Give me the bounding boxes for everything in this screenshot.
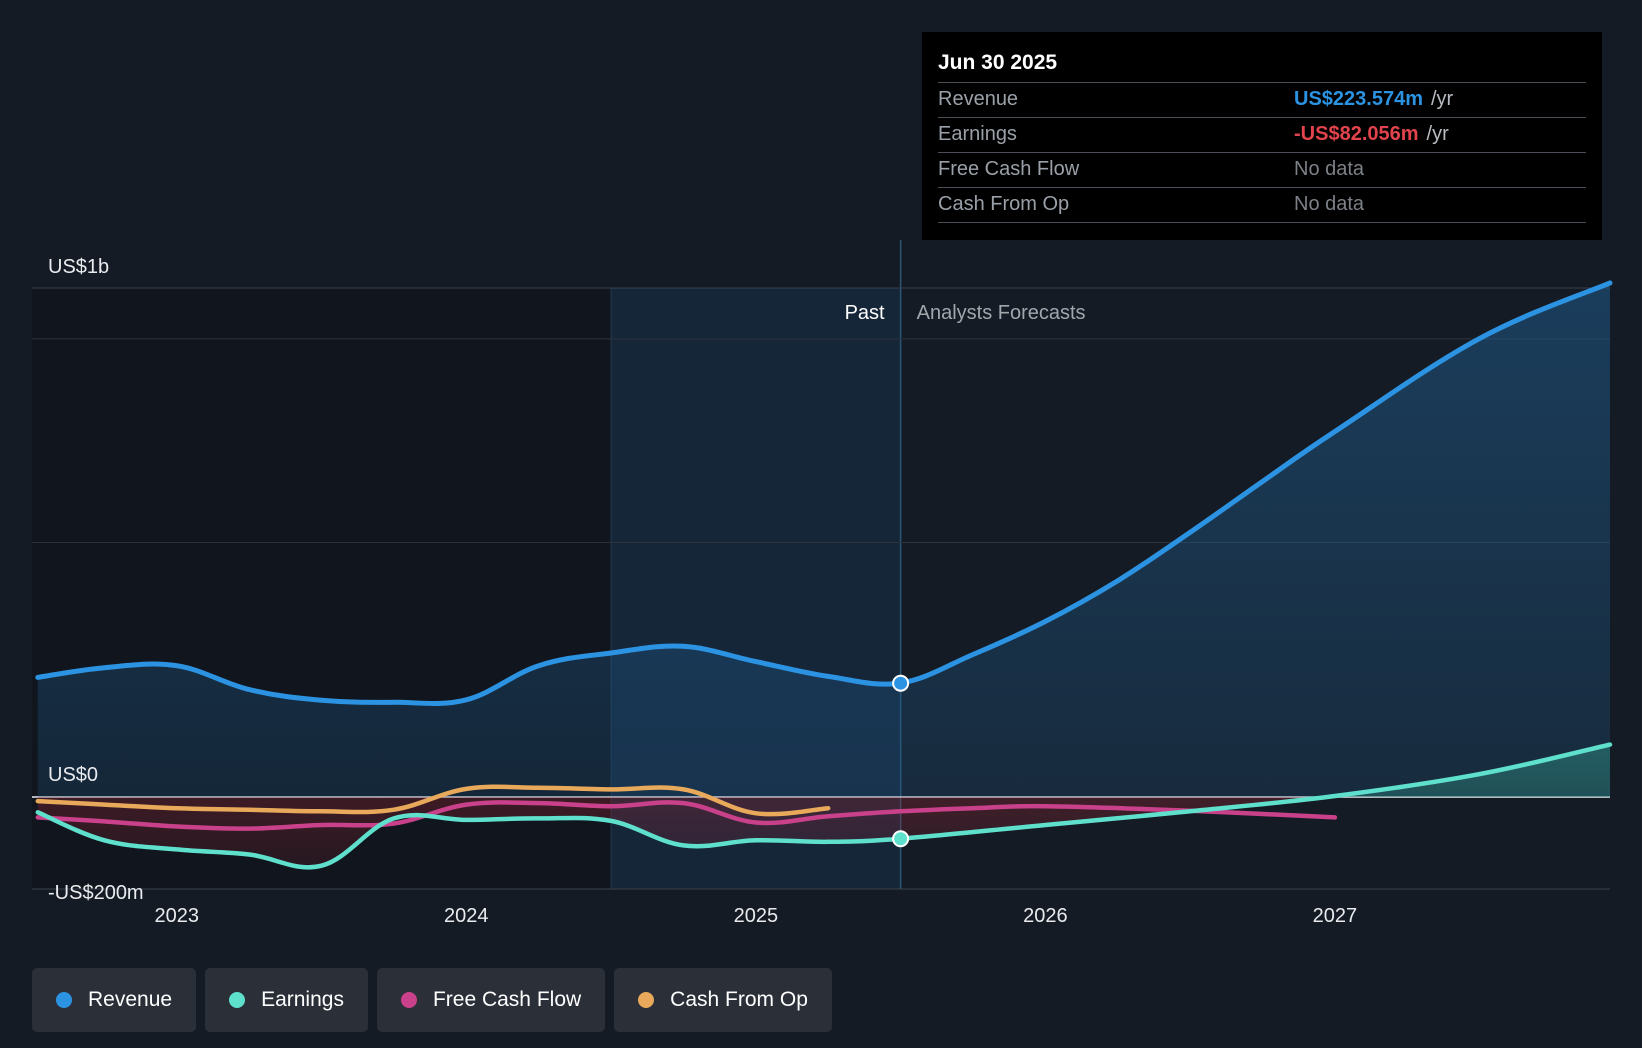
cash-from-op-line bbox=[35, 784, 831, 817]
tooltip-label: Cash From Op bbox=[938, 193, 1070, 215]
tooltip-row-revenue: Revenue US$223.574m /yr bbox=[938, 83, 1586, 118]
tooltip-row-free-cash-flow: Free Cash Flow No data bbox=[938, 153, 1586, 188]
y-axis-label: US$0 bbox=[48, 764, 98, 786]
earnings-line bbox=[35, 742, 1613, 870]
tooltip-value: No data bbox=[1294, 193, 1365, 215]
x-tick-label: 2024 bbox=[444, 905, 489, 927]
y-axis-label: US$1b bbox=[48, 256, 109, 278]
legend-item-free-cash-flow[interactable]: Free Cash Flow bbox=[376, 968, 606, 1032]
revenue-highlight-point bbox=[892, 674, 910, 692]
tooltip-label: Earnings bbox=[938, 123, 1017, 145]
legend-label: Free Cash Flow bbox=[432, 988, 582, 1011]
free-cash-flow-line bbox=[35, 800, 1338, 831]
legend-label: Cash From Op bbox=[670, 988, 808, 1011]
earnings-highlight-point bbox=[892, 830, 910, 848]
x-tick-label: 2026 bbox=[1023, 905, 1068, 927]
earnings-positive-area bbox=[37, 744, 1610, 797]
tooltip-row-earnings: Earnings -US$82.056m /yr bbox=[938, 118, 1586, 153]
legend-item-cash-from-op[interactable]: Cash From Op bbox=[614, 968, 832, 1032]
tooltip-label: Free Cash Flow bbox=[938, 158, 1080, 180]
x-tick-label: 2027 bbox=[1313, 905, 1358, 927]
tooltip-unit: /yr bbox=[1426, 123, 1449, 145]
revenue-dot-icon bbox=[56, 992, 72, 1008]
tooltip-unit: /yr bbox=[1430, 88, 1454, 110]
legend-item-earnings[interactable]: Earnings bbox=[205, 968, 368, 1032]
free-cash-flow-dot-icon bbox=[400, 992, 417, 1008]
earnings-dot-icon bbox=[229, 992, 246, 1008]
tooltip-row-cash-from-op: Cash From Op No data bbox=[938, 188, 1586, 223]
legend-label: Revenue bbox=[88, 988, 173, 1011]
forecast-label: Analysts Forecasts bbox=[917, 302, 1086, 324]
past-label: Past bbox=[845, 302, 885, 324]
tooltip-date: Jun 30 2025 bbox=[938, 46, 1586, 83]
tooltip-value: -US$82.056m bbox=[1294, 123, 1419, 145]
tooltip-value: US$223.574m bbox=[1294, 88, 1423, 110]
revenue-line bbox=[35, 280, 1613, 707]
revenue-area bbox=[37, 282, 1610, 797]
tooltip: Jun 30 2025 Revenue US$223.574m /yr Earn… bbox=[922, 32, 1602, 240]
legend-item-revenue[interactable]: Revenue bbox=[32, 968, 197, 1032]
cash-from-op-dot-icon bbox=[638, 992, 655, 1008]
y-axis-label: -US$200m bbox=[48, 882, 144, 904]
tooltip-value: No data bbox=[1294, 158, 1365, 180]
tooltip-label: Revenue bbox=[938, 88, 1019, 110]
legend-label: Earnings bbox=[261, 988, 344, 1011]
legend: Revenue Earnings Free Cash Flow Cash Fro… bbox=[32, 968, 832, 1032]
x-tick-label: 2025 bbox=[734, 905, 779, 927]
x-tick-label: 2023 bbox=[155, 905, 200, 927]
